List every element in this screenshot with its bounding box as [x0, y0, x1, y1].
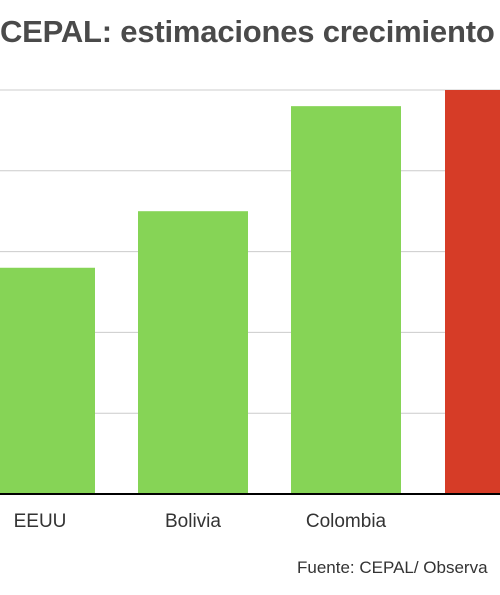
x-tick-label: Bolivia — [165, 511, 221, 532]
bar-colombia — [291, 106, 401, 494]
x-tick-label: Colombia — [306, 511, 387, 532]
source-note: Fuente: CEPAL/ Observa — [297, 558, 488, 577]
chart-title: CEPAL: estimaciones crecimiento 2 — [0, 14, 500, 49]
bar-eeuu — [0, 267, 95, 494]
bar-venez — [445, 90, 500, 494]
bar-bolivia — [138, 211, 248, 494]
x-tick-label: EEUU — [14, 511, 67, 532]
